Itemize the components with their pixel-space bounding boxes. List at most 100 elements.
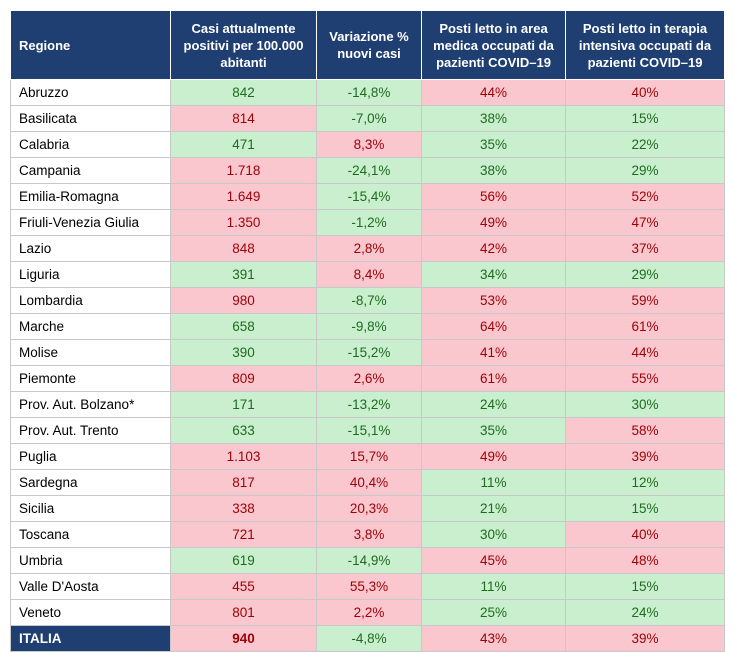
medical-beds-cell: 35% — [421, 131, 566, 158]
variation-cell: -14,8% — [316, 79, 422, 106]
header-icu-beds: Posti letto in terapia intensiva occupat… — [565, 10, 725, 80]
positive-cases-cell: 391 — [170, 261, 317, 288]
positive-cases-cell: 1.103 — [170, 443, 317, 470]
positive-cases-cell: 619 — [170, 547, 317, 574]
variation-cell: -15,2% — [316, 339, 422, 366]
icu-beds-cell: 37% — [565, 235, 725, 262]
region-name-cell: Abruzzo — [10, 79, 171, 106]
region-name-cell: Toscana — [10, 521, 171, 548]
table-row: Friuli-Venezia Giulia 1.350 -1,2% 49% 47% — [10, 209, 725, 236]
positive-cases-cell: 633 — [170, 417, 317, 444]
table-row: Basilicata 814 -7,0% 38% 15% — [10, 105, 725, 132]
positive-cases-cell: 390 — [170, 339, 317, 366]
variation-cell: -9,8% — [316, 313, 422, 340]
table-row: Veneto 801 2,2% 25% 24% — [10, 599, 725, 626]
medical-beds-cell: 25% — [421, 599, 566, 626]
variation-cell: 2,6% — [316, 365, 422, 392]
icu-beds-cell: 52% — [565, 183, 725, 210]
icu-beds-cell: 24% — [565, 599, 725, 626]
region-name-cell: Molise — [10, 339, 171, 366]
medical-beds-cell: 49% — [421, 209, 566, 236]
medical-beds-cell: 49% — [421, 443, 566, 470]
variation-cell: -13,2% — [316, 391, 422, 418]
region-name-cell: Prov. Aut. Trento — [10, 417, 171, 444]
icu-beds-cell: 40% — [565, 521, 725, 548]
medical-beds-cell: 11% — [421, 573, 566, 600]
variation-cell: 3,8% — [316, 521, 422, 548]
header-positive-cases: Casi attualmente positivi per 100.000 ab… — [170, 10, 317, 80]
variation-cell: 8,3% — [316, 131, 422, 158]
icu-beds-cell: 29% — [565, 261, 725, 288]
variation-cell: -1,2% — [316, 209, 422, 236]
variation-cell: -15,1% — [316, 417, 422, 444]
medical-beds-cell: 24% — [421, 391, 566, 418]
medical-beds-cell: 30% — [421, 521, 566, 548]
positive-cases-cell: 1.718 — [170, 157, 317, 184]
variation-cell: 2,2% — [316, 599, 422, 626]
variation-cell: 8,4% — [316, 261, 422, 288]
table-row: Abruzzo 842 -14,8% 44% 40% — [10, 79, 725, 106]
table-row: Prov. Aut. Bolzano* 171 -13,2% 24% 30% — [10, 391, 725, 418]
positive-cases-cell: 171 — [170, 391, 317, 418]
covid-region-table: Regione Casi attualmente positivi per 10… — [10, 10, 725, 652]
variation-cell: -8,7% — [316, 287, 422, 314]
table-header: Regione Casi attualmente positivi per 10… — [10, 10, 725, 80]
table-row: Puglia 1.103 15,7% 49% 39% — [10, 443, 725, 470]
positive-cases-cell: 980 — [170, 287, 317, 314]
table-row: Prov. Aut. Trento 633 -15,1% 35% 58% — [10, 417, 725, 444]
medical-beds-cell: 35% — [421, 417, 566, 444]
medical-beds-cell: 45% — [421, 547, 566, 574]
table-row: Umbria 619 -14,9% 45% 48% — [10, 547, 725, 574]
region-name-cell: Veneto — [10, 599, 171, 626]
medical-beds-cell: 41% — [421, 339, 566, 366]
medical-beds-cell: 34% — [421, 261, 566, 288]
table-row: Molise 390 -15,2% 41% 44% — [10, 339, 725, 366]
medical-beds-cell: 64% — [421, 313, 566, 340]
medical-beds-cell: 11% — [421, 469, 566, 496]
medical-beds-cell: 38% — [421, 105, 566, 132]
region-name-cell: Liguria — [10, 261, 171, 288]
region-name-cell: Marche — [10, 313, 171, 340]
positive-cases-cell: 338 — [170, 495, 317, 522]
variation-cell: 20,3% — [316, 495, 422, 522]
positive-cases-cell: 721 — [170, 521, 317, 548]
positive-cases-cell: 1.649 — [170, 183, 317, 210]
icu-beds-cell: 15% — [565, 105, 725, 132]
variation-cell: 40,4% — [316, 469, 422, 496]
variation-cell: 15,7% — [316, 443, 422, 470]
icu-beds-cell: 39% — [565, 443, 725, 470]
region-name-cell: Emilia-Romagna — [10, 183, 171, 210]
icu-beds-cell: 40% — [565, 79, 725, 106]
header-region: Regione — [10, 10, 171, 80]
positive-cases-cell: 471 — [170, 131, 317, 158]
positive-cases-cell: 658 — [170, 313, 317, 340]
variation-cell: 2,8% — [316, 235, 422, 262]
variation-cell: 55,3% — [316, 573, 422, 600]
positive-cases-cell: 814 — [170, 105, 317, 132]
region-name-cell: Campania — [10, 157, 171, 184]
icu-beds-cell: 15% — [565, 495, 725, 522]
medical-beds-cell: 56% — [421, 183, 566, 210]
icu-beds-cell: 48% — [565, 547, 725, 574]
region-name-cell: Sicilia — [10, 495, 171, 522]
icu-beds-cell: 58% — [565, 417, 725, 444]
positive-cases-cell: 842 — [170, 79, 317, 106]
icu-beds-cell: 30% — [565, 391, 725, 418]
region-name-cell: Calabria — [10, 131, 171, 158]
variation-cell: -15,4% — [316, 183, 422, 210]
medical-beds-cell: 21% — [421, 495, 566, 522]
table-row: Valle D'Aosta 455 55,3% 11% 15% — [10, 573, 725, 600]
region-name-cell: Prov. Aut. Bolzano* — [10, 391, 171, 418]
medical-beds-cell: 53% — [421, 287, 566, 314]
medical-beds-cell: 44% — [421, 79, 566, 106]
region-name-cell: Lazio — [10, 235, 171, 262]
table-row: Sardegna 817 40,4% 11% 12% — [10, 469, 725, 496]
variation-cell: -24,1% — [316, 157, 422, 184]
region-name-cell: Lombardia — [10, 287, 171, 314]
positive-cases-cell: 455 — [170, 573, 317, 600]
table-row: Emilia-Romagna 1.649 -15,4% 56% 52% — [10, 183, 725, 210]
region-name-cell: Umbria — [10, 547, 171, 574]
table-row: Lazio 848 2,8% 42% 37% — [10, 235, 725, 262]
positive-cases-cell: 801 — [170, 599, 317, 626]
region-name-cell: Piemonte — [10, 365, 171, 392]
